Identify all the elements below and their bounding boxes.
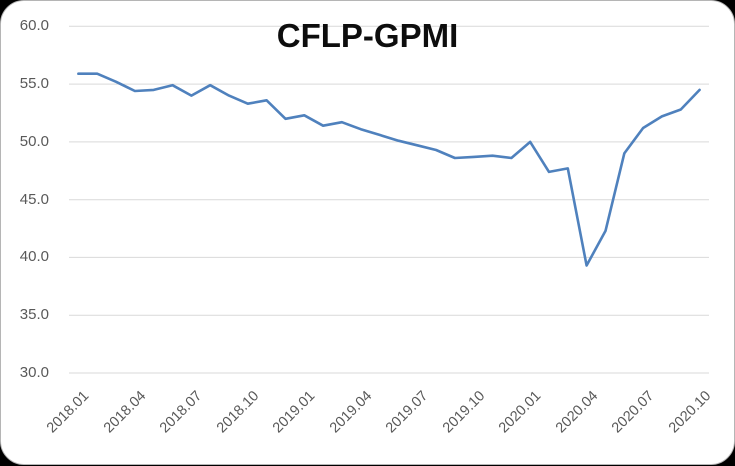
y-axis-tick-label: 40.0 xyxy=(19,248,49,266)
y-axis-tick-label: 50.0 xyxy=(19,132,49,150)
y-axis-tick-label: 30.0 xyxy=(19,364,49,381)
y-axis-tick-label: 60.0 xyxy=(19,17,49,35)
y-axis-tick-label: 55.0 xyxy=(19,75,49,93)
chart-title: CFLP-GPMI xyxy=(276,17,459,54)
data-line-cflp-gpmi xyxy=(77,72,701,267)
y-axis-tick-label: 45.0 xyxy=(19,190,49,208)
y-axis-tick-label: 35.0 xyxy=(19,306,49,324)
